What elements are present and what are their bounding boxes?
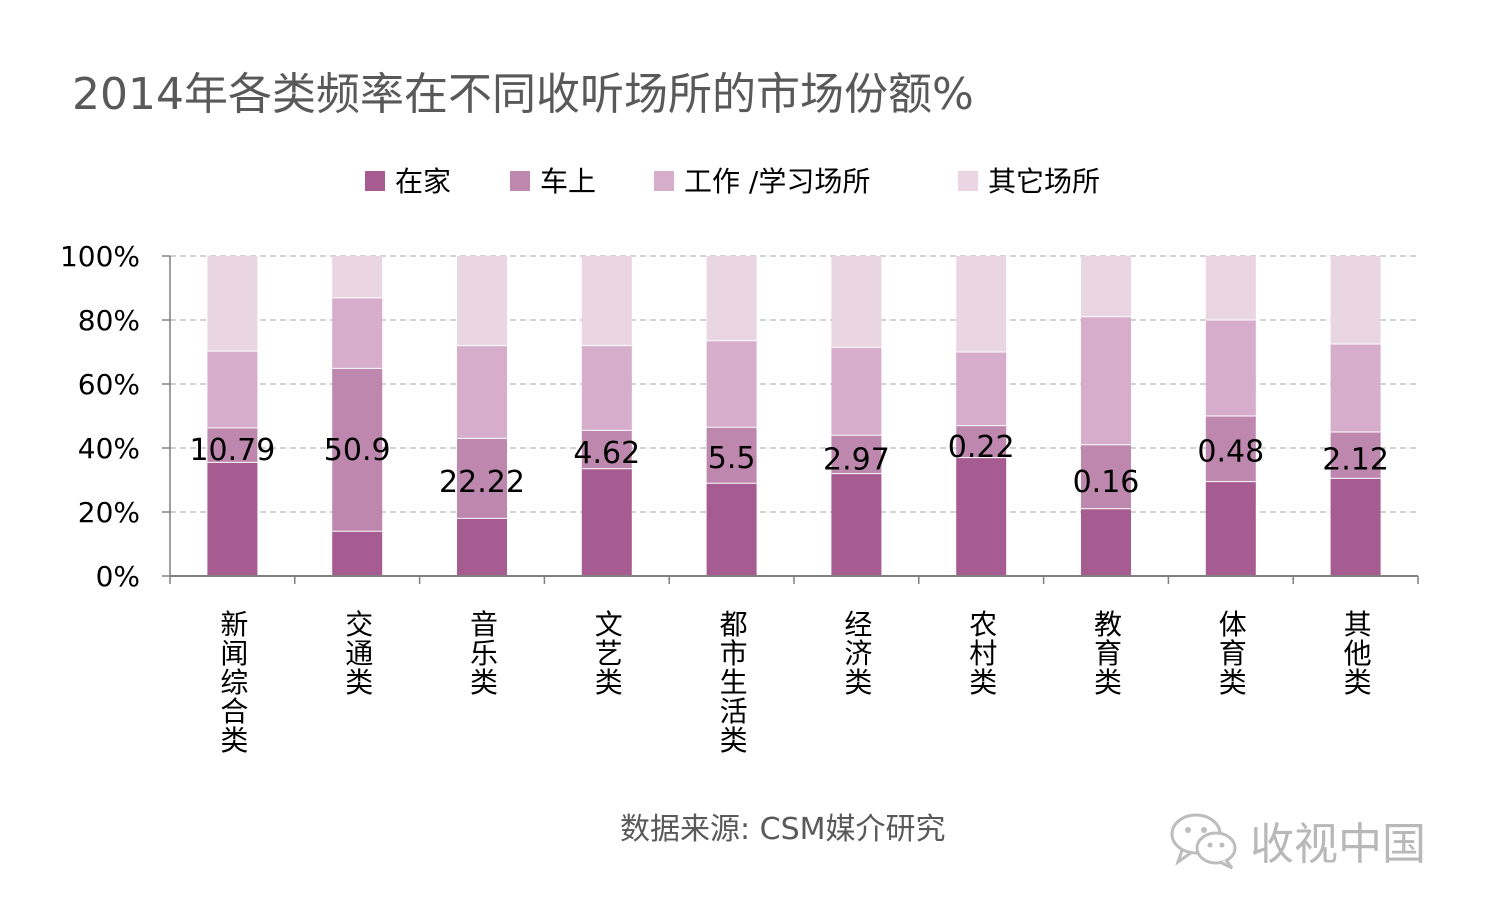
data-label: 50.9 [324,433,391,468]
x-tick-label: 新闻综合类新闻综合类 [220,608,248,757]
watermark: 收视中国 [1168,808,1426,872]
bar-segment [831,347,882,436]
bar-segment [457,345,507,439]
y-tick-label: 20% [78,496,140,529]
data-label: 2.12 [1322,443,1389,478]
bar-segment [581,256,632,346]
data-label: 22.22 [439,465,525,500]
bar-segment [457,518,507,576]
bar-segment [706,256,757,341]
bar-segment [332,297,383,369]
bar-segment [706,427,757,484]
bar-segment [207,427,258,463]
bar-segment [1081,256,1131,317]
bar-segment [1205,256,1256,320]
bar-segment [706,483,757,576]
y-tick-label: 0% [96,560,140,593]
data-label: 5.5 [708,441,756,476]
bar-segment [332,531,383,576]
data-source: 数据来源: CSM媒介研究 [620,812,946,847]
legend-label: 其它场所 [988,165,1100,198]
bar-segment [1081,508,1131,576]
bar-segment [831,473,882,576]
legend-swatch [510,171,530,191]
bar-segment [332,256,383,298]
x-tick-label: 其他类其他类 [1344,608,1372,699]
data-label: 0.22 [948,430,1015,465]
bar-segment [1205,416,1256,482]
y-tick-label: 100% [60,240,140,273]
data-label: 0.16 [1073,465,1140,500]
y-tick-label: 60% [78,368,140,401]
bar-segment [956,352,1007,426]
bar-segment [956,425,1007,458]
x-tick-label: 经济类经济类 [844,608,872,699]
data-label: 0.48 [1197,435,1264,470]
legend-label: 车上 [540,165,596,198]
x-tick-label: 体育类体育类 [1219,608,1247,699]
bar-segment [581,345,632,431]
bar-segment [956,256,1007,352]
data-label: 2.97 [823,443,890,478]
bar-segment [457,256,507,346]
bar-segment [1081,316,1131,445]
legend-label: 工作 /学习场所 [684,165,870,198]
x-tick-label: 文艺类文艺类 [595,608,623,699]
legend-label: 在家 [395,165,451,198]
bar-segment [956,457,1007,576]
legend-swatch [654,171,674,191]
data-label: 10.79 [189,433,275,468]
data-label: 4.62 [573,436,640,471]
bar-segment [207,462,258,576]
bar-segment [581,468,632,576]
x-tick-label: 都市生活类都市生活类 [720,608,748,757]
watermark-text: 收视中国 [1250,819,1426,870]
y-tick-label: 80% [78,304,140,337]
legend: 在家 车上 工作 /学习场所 其它场所 [365,165,1100,198]
bar-segment [207,351,258,428]
bar-segment [207,256,258,352]
x-tick-label: 教育类教育类 [1094,608,1122,699]
bar-segment [1330,256,1381,344]
bar-segment [1330,432,1381,479]
bar-segment [332,368,383,532]
bar-segment [1081,444,1131,509]
bar-segment [1205,481,1256,576]
data-labels: 10.79 50.9 22.22 4.62 5.5 2.97 0.22 0.16 0.48 2.1… [189,430,1389,500]
axes: 新闻综合类新闻综合类 交通类交通类 音乐类音乐类 文艺类文艺类 都市生活类都市生活类 经济… [169,256,1419,757]
chart-title: 2014年各类频率在不同收听场所的市场份额% [72,69,974,120]
bar-segment [581,430,632,469]
legend-swatch [365,171,385,191]
x-tick-label: 农村类农村类 [969,608,997,699]
bars [207,256,1381,576]
bar-segment [1330,344,1381,432]
bar-segment [831,435,882,474]
bar-segment [1205,320,1256,416]
legend-swatch [958,171,978,191]
x-tick-label: 交通类交通类 [345,608,373,699]
wechat-icon [1170,813,1237,870]
bar-segment [706,340,757,428]
bar-segment [457,438,507,519]
x-tick-label: 音乐类音乐类 [470,608,498,699]
bar-segment [831,256,882,348]
bar-segment [1330,478,1381,576]
y-tick-label: 40% [78,432,140,465]
